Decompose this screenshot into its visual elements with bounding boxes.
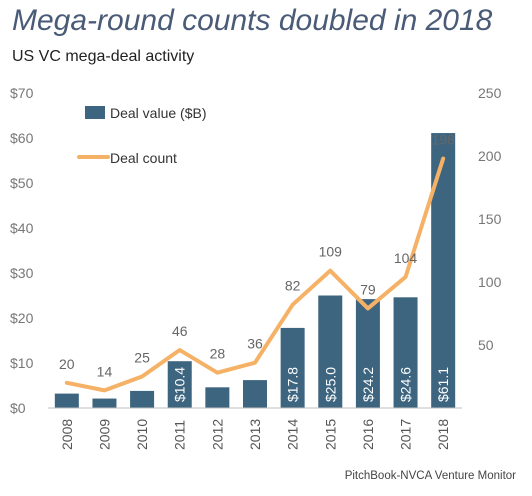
left-tick-label: $60 bbox=[10, 130, 34, 146]
x-tick-label: 2018 bbox=[435, 419, 451, 450]
count-data-label: 28 bbox=[210, 346, 226, 362]
left-tick-label: $10 bbox=[10, 355, 34, 371]
count-data-label: 82 bbox=[285, 278, 301, 294]
legend-label-deal-value: Deal value ($B) bbox=[110, 105, 207, 121]
legend-swatch-deal-value bbox=[85, 106, 105, 119]
bar-data-label: $10.4 bbox=[172, 367, 188, 402]
chart-subtitle: US VC mega-deal activity bbox=[12, 48, 195, 65]
right-tick-label: 150 bbox=[478, 211, 502, 227]
x-tick-label: 2013 bbox=[247, 419, 263, 450]
bar-2014 bbox=[280, 327, 305, 408]
legend-label-deal-count: Deal count bbox=[110, 150, 177, 166]
source-note: PitchBook-NVCA Venture Monitor bbox=[344, 470, 516, 482]
left-tick-label: $20 bbox=[10, 310, 34, 326]
x-tick-label: 2009 bbox=[96, 419, 112, 450]
count-data-label: 109 bbox=[319, 244, 343, 260]
count-data-label: 46 bbox=[172, 323, 188, 339]
right-tick-label: 100 bbox=[478, 274, 502, 290]
left-tick-label: $50 bbox=[10, 175, 34, 191]
left-tick-label: $0 bbox=[10, 400, 26, 416]
bar-2017 bbox=[393, 297, 418, 408]
bar-2010 bbox=[130, 390, 155, 408]
bar-2013 bbox=[243, 380, 267, 408]
x-tick-label: 2011 bbox=[172, 420, 188, 450]
bar-2011 bbox=[167, 361, 192, 408]
deal-count-line bbox=[64, 156, 446, 393]
count-data-label: 104 bbox=[394, 250, 418, 266]
right-tick-label: 50 bbox=[478, 337, 494, 353]
count-data-label: 198 bbox=[432, 132, 456, 148]
left-tick-label: $30 bbox=[10, 265, 34, 281]
right-tick-label: 250 bbox=[478, 85, 502, 101]
bar-data-label: $24.6 bbox=[398, 367, 414, 402]
x-tick-label: 2008 bbox=[59, 419, 75, 450]
chart-title: Mega-round counts doubled in 2018 bbox=[12, 4, 493, 37]
left-tick-label: $40 bbox=[10, 220, 34, 236]
right-tick-label: 200 bbox=[478, 148, 502, 164]
count-data-label: 20 bbox=[59, 356, 75, 372]
bar-data-label: $61.1 bbox=[435, 367, 451, 402]
x-tick-label: 2015 bbox=[322, 419, 338, 450]
bar-data-label: $25.0 bbox=[322, 367, 338, 402]
bar-2018 bbox=[431, 133, 456, 409]
x-tick-label: 2016 bbox=[360, 419, 376, 450]
bar-series: $10.4 $17.8 $25.0 $24.2 $24.6 $61.1 bbox=[54, 133, 456, 409]
count-data-label: 14 bbox=[97, 363, 113, 379]
x-tick-label: 2010 bbox=[134, 419, 150, 450]
bar-2012 bbox=[205, 387, 230, 408]
count-data-label: 25 bbox=[134, 350, 150, 366]
legend: Deal value ($B) Deal count bbox=[77, 105, 207, 166]
bar-2008 bbox=[54, 393, 79, 408]
x-tick-label: 2012 bbox=[209, 419, 225, 450]
x-axis: 2008 2009 2010 2011 2012 2013 2014 2015 2016 2017… bbox=[59, 419, 451, 450]
line-series: 20 14 25 46 28 36 82 109 79 104 198 bbox=[59, 132, 456, 393]
right-axis: 50 100 150 200 250 bbox=[478, 85, 502, 353]
bar-data-label: $17.8 bbox=[285, 367, 301, 402]
bar-2015 bbox=[318, 295, 343, 408]
bar-2009 bbox=[92, 398, 117, 408]
bar-data-label: $24.2 bbox=[360, 367, 376, 402]
x-tick-label: 2017 bbox=[398, 419, 414, 450]
x-tick-label: 2014 bbox=[285, 419, 301, 450]
count-data-label: 36 bbox=[247, 336, 263, 352]
count-data-label: 79 bbox=[360, 281, 376, 297]
left-tick-label: $70 bbox=[10, 85, 34, 101]
bar-2016 bbox=[355, 299, 380, 408]
left-axis: $0 $10 $20 $30 $40 $50 $60 $70 bbox=[10, 85, 34, 416]
